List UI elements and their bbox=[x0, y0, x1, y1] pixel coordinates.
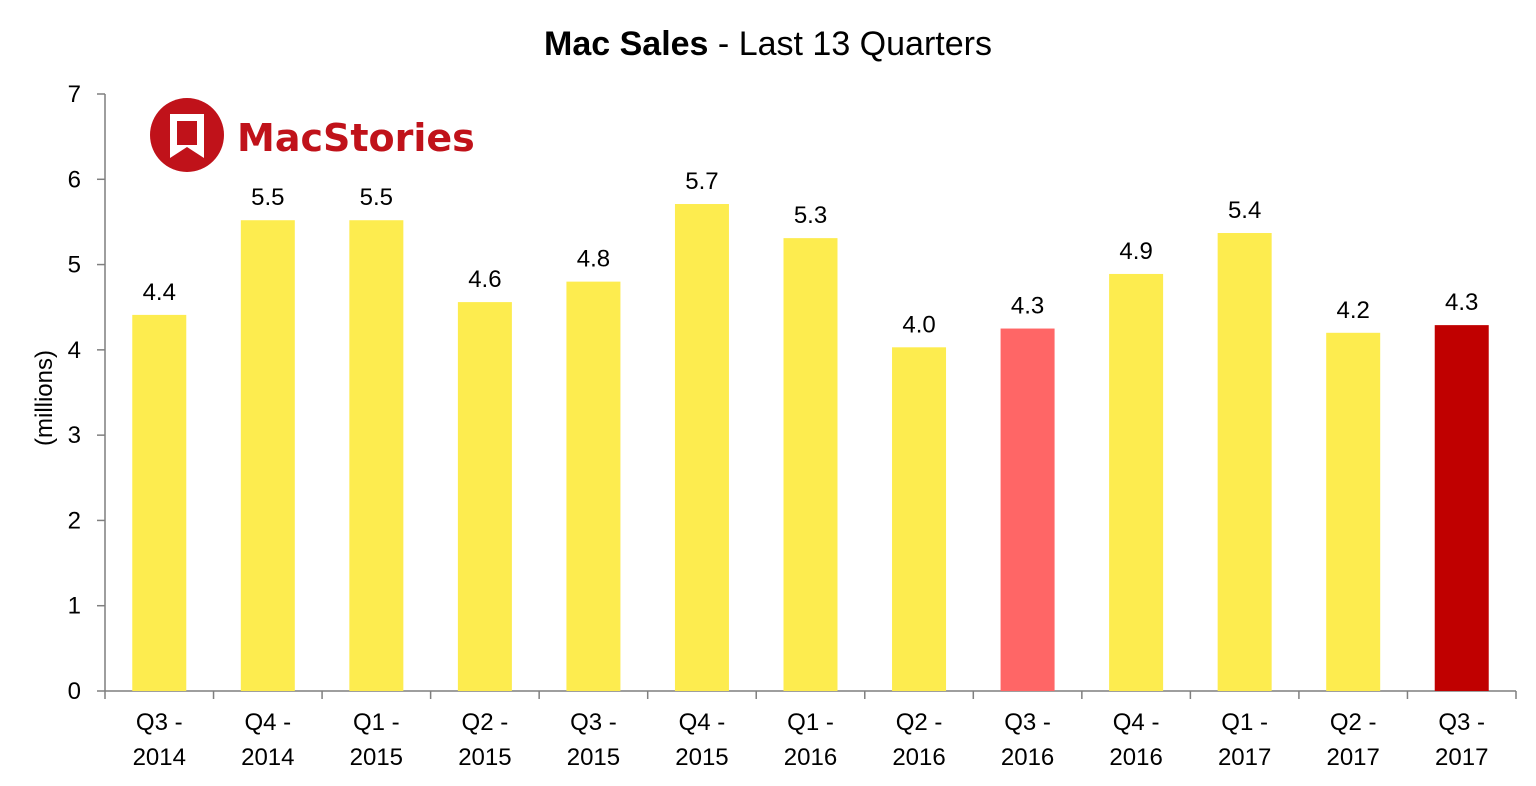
bar bbox=[1217, 233, 1272, 691]
logo-text: MacStories bbox=[237, 116, 475, 160]
bar bbox=[457, 302, 512, 691]
x-tick-labels: Q3 - 2014 Q4 - 2014 Q1 - 2015 Q2 - 2015 Q3 - 2015… bbox=[133, 709, 1489, 771]
x-tick-label-quarter: Q3 - bbox=[136, 709, 183, 736]
bookmark-icon-inner bbox=[177, 121, 197, 145]
x-tick-label-year: 2016 bbox=[784, 744, 837, 771]
x-tick-label-quarter: Q2 - bbox=[896, 709, 943, 736]
bar bbox=[1109, 273, 1164, 691]
bar-value-label: 5.4 bbox=[1228, 197, 1261, 224]
x-tick-label-year: 2015 bbox=[567, 744, 620, 771]
bar-value-label: 4.4 bbox=[143, 279, 176, 306]
x-tick-label-quarter: Q2 - bbox=[462, 709, 509, 736]
bar bbox=[1326, 332, 1381, 691]
x-tick-label-quarter: Q1 - bbox=[353, 709, 400, 736]
chart-title-bold: Mac Sales bbox=[544, 25, 708, 63]
macstories-logo: MacStories bbox=[150, 98, 475, 172]
bar-value-label: 4.8 bbox=[577, 246, 610, 273]
y-tick-label: 5 bbox=[68, 252, 81, 279]
bar-value-label: 4.3 bbox=[1445, 289, 1478, 316]
x-tick-label-quarter: Q2 - bbox=[1330, 709, 1377, 736]
x-tick-label-year: 2015 bbox=[458, 744, 511, 771]
y-axis bbox=[97, 93, 106, 692]
y-tick-label: 2 bbox=[68, 507, 81, 534]
x-tick-label-year: 2015 bbox=[675, 744, 728, 771]
bars bbox=[132, 204, 1489, 692]
y-tick-label: 1 bbox=[68, 593, 81, 620]
x-axis bbox=[104, 690, 1517, 699]
y-axis-label: (millions) bbox=[31, 350, 58, 446]
x-tick-label-quarter: Q4 - bbox=[679, 709, 726, 736]
bar-value-label: 5.5 bbox=[251, 184, 284, 211]
x-tick-label-quarter: Q4 - bbox=[1113, 709, 1160, 736]
x-tick-label-year: 2016 bbox=[1109, 744, 1162, 771]
y-tick-label: 6 bbox=[68, 166, 81, 193]
bar bbox=[349, 220, 404, 692]
bar-value-label: 4.2 bbox=[1337, 297, 1370, 324]
y-tick-label: 3 bbox=[68, 422, 81, 449]
chart-title: Mac Sales - Last 13 Quarters bbox=[544, 25, 992, 63]
x-tick-label-quarter: Q3 - bbox=[570, 709, 617, 736]
y-tick-label: 7 bbox=[68, 81, 81, 108]
chart-title-rest: - Last 13 Quarters bbox=[708, 25, 991, 63]
x-tick-label-quarter: Q1 - bbox=[787, 709, 834, 736]
bar bbox=[240, 220, 295, 692]
bar-value-label: 5.3 bbox=[794, 202, 827, 229]
bar-value-label: 4.6 bbox=[468, 266, 501, 293]
x-tick-label-year: 2017 bbox=[1218, 744, 1271, 771]
x-tick-label-year: 2017 bbox=[1326, 744, 1379, 771]
value-labels: 4.4 5.5 5.5 4.6 4.8 5.7 5.3 4.0 4.3 4.9 5.4 4.2 4.3 bbox=[143, 168, 1479, 338]
x-tick-label-quarter: Q4 - bbox=[244, 709, 291, 736]
x-tick-label-quarter: Q3 - bbox=[1004, 709, 1051, 736]
bar bbox=[1434, 325, 1489, 691]
bar bbox=[1000, 328, 1055, 691]
bar bbox=[566, 281, 621, 691]
bar bbox=[892, 347, 947, 691]
bar bbox=[674, 204, 729, 692]
bar-value-label: 4.3 bbox=[1011, 293, 1044, 320]
x-tick-label-quarter: Q1 - bbox=[1221, 709, 1268, 736]
x-tick-label-year: 2016 bbox=[892, 744, 945, 771]
bar bbox=[132, 314, 187, 691]
bar-value-label: 4.9 bbox=[1119, 238, 1152, 265]
bar bbox=[783, 238, 838, 691]
y-tick-label: 4 bbox=[68, 337, 81, 364]
x-tick-label-year: 2014 bbox=[241, 744, 294, 771]
bar-value-label: 4.0 bbox=[902, 311, 935, 338]
y-tick-labels: 0 1 2 3 4 5 6 7 bbox=[68, 81, 81, 705]
x-tick-label-year: 2016 bbox=[1001, 744, 1054, 771]
x-tick-label-year: 2017 bbox=[1435, 744, 1488, 771]
x-tick-label-year: 2014 bbox=[133, 744, 186, 771]
bar-value-label: 5.5 bbox=[360, 184, 393, 211]
bar-value-label: 5.7 bbox=[685, 168, 718, 195]
x-tick-label-quarter: Q3 - bbox=[1438, 709, 1485, 736]
x-tick-label-year: 2015 bbox=[350, 744, 403, 771]
y-tick-label: 0 bbox=[68, 678, 81, 705]
